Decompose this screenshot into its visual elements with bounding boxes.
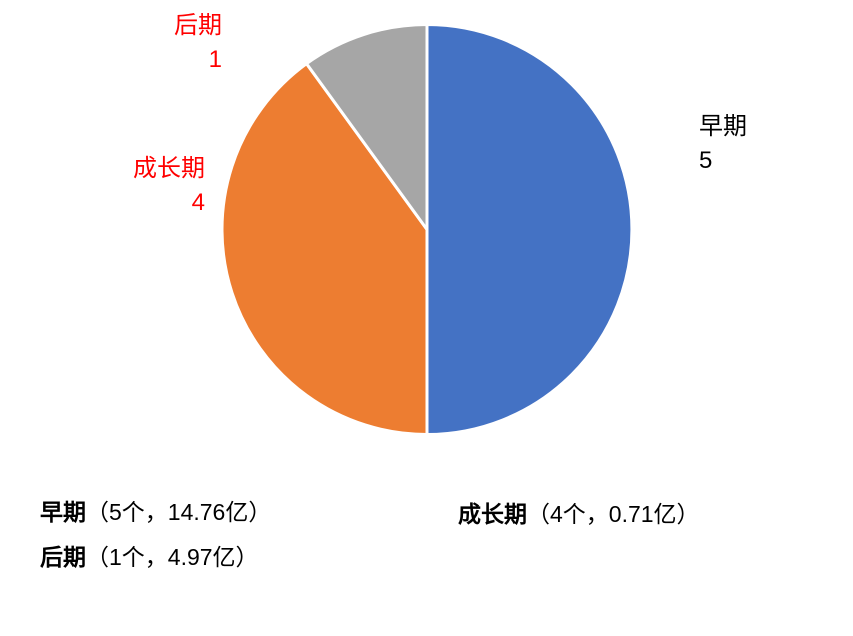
data-label-growth-name: 成长期	[133, 155, 205, 182]
annotation-growth: 成长期（4个，0.71亿）	[458, 501, 700, 528]
pie-slice-late	[305, 23, 429, 231]
pie-slice-early	[425, 23, 634, 436]
data-label-early-name: 早期	[699, 113, 747, 140]
data-label-growth: 成长期 4	[58, 152, 205, 220]
data-label-early-value: 5	[699, 147, 713, 174]
annotation-early-detail: （5个，14.76亿）	[86, 499, 272, 525]
annotation-early-label: 早期	[40, 499, 86, 525]
annotation-growth-label: 成长期	[458, 501, 527, 527]
data-label-early: 早期 5	[699, 110, 747, 178]
data-label-late-name: 后期	[174, 12, 222, 39]
annotation-late-label: 后期	[40, 544, 86, 570]
annotation-late-detail: （1个，4.97亿）	[86, 544, 259, 570]
data-label-late: 后期 1	[80, 9, 222, 77]
data-label-late-value: 1	[208, 46, 222, 73]
pie-slice-growth	[220, 62, 429, 436]
annotation-late: 后期（1个，4.97亿）	[40, 544, 259, 571]
annotation-early: 早期（5个，14.76亿）	[40, 499, 271, 526]
data-label-growth-value: 4	[191, 189, 205, 216]
annotation-growth-detail: （4个，0.71亿）	[527, 501, 700, 527]
